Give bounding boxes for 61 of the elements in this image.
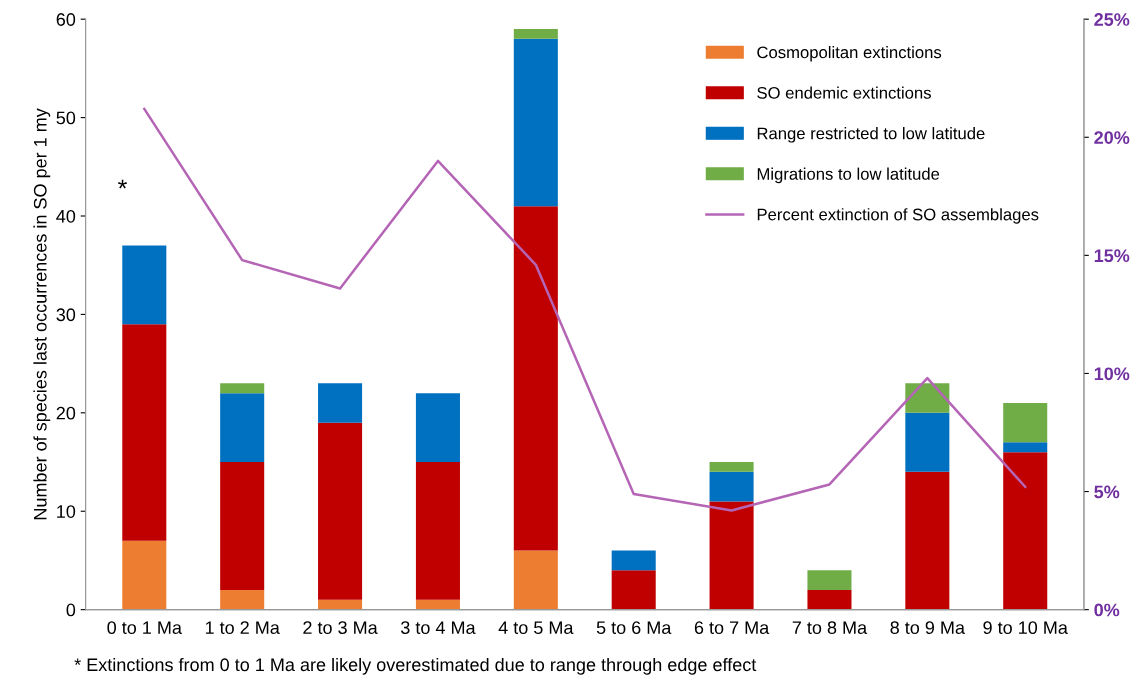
legend-label: Range restricted to low latitude: [757, 127, 985, 143]
bar: [807, 570, 852, 590]
bar: [905, 412, 950, 472]
y2-tick-label: 0%: [1094, 603, 1120, 617]
y-tick-label: 50: [56, 111, 76, 125]
bar: [220, 462, 265, 590]
bar: [1003, 442, 1048, 453]
y2-tick-label: 20%: [1094, 131, 1130, 144]
bar: [513, 206, 558, 551]
legend-label: Percent extinction of SO assemblages: [757, 208, 1039, 224]
bar: [220, 393, 265, 463]
x-tick-label: 4 to 5 Ma: [498, 621, 574, 635]
bar: [905, 471, 950, 610]
x-tick-label: 3 to 4 Ma: [401, 621, 476, 635]
y2-tick-label: 5%: [1094, 485, 1120, 499]
y2-tick-label: 25%: [1094, 13, 1130, 26]
y-tick-label: 0: [66, 603, 76, 617]
bar: [318, 599, 363, 610]
y2-tick-label: 15%: [1094, 249, 1130, 263]
bar: [709, 462, 754, 472]
bar: [513, 29, 558, 39]
bar: [122, 540, 167, 610]
legend-label: Migrations to low latitude: [757, 167, 940, 184]
bar: [1003, 402, 1048, 443]
bar: [318, 383, 363, 423]
bar: [220, 589, 265, 610]
x-tick-label: 5 to 6 Ma: [596, 621, 672, 635]
bar: [611, 570, 656, 610]
x-tick-label: 8 to 9 Ma: [890, 621, 965, 635]
legend-label: Cosmopolitan extinctions: [757, 45, 942, 62]
y-tick-label: 40: [56, 209, 76, 223]
y-tick-label: 20: [56, 406, 76, 420]
bar: [611, 550, 656, 571]
bar: [415, 462, 460, 600]
bar: [318, 422, 363, 600]
bar: [807, 589, 852, 610]
y2-tick-label: 10%: [1094, 367, 1130, 381]
bar: [415, 393, 460, 463]
x-tick-label: 6 to 7 Ma: [694, 621, 770, 635]
bar: [122, 245, 167, 325]
annotation: *: [118, 179, 127, 189]
bar: [220, 383, 265, 394]
x-tick-label: 1 to 2 Ma: [205, 621, 280, 635]
bar: [513, 550, 558, 610]
x-tick-label: 9 to 10 Ma: [983, 621, 1068, 635]
bar: [709, 471, 754, 502]
y-axis-title: Number of species last occurrences in SO per 1 my: [33, 108, 51, 520]
bar: [1003, 452, 1048, 610]
x-tick-label: 0 to 1 Ma: [107, 621, 182, 635]
bar: [122, 324, 167, 541]
legend-label: SO endemic extinctions: [757, 86, 931, 99]
bar: [709, 501, 754, 610]
bar: [513, 38, 558, 207]
bar: [905, 383, 950, 413]
x-tick-label: 2 to 3 Ma: [303, 621, 378, 635]
y-tick-label: 60: [56, 13, 76, 26]
y-tick-label: 30: [56, 308, 76, 322]
x-tick-label: 7 to 8 Ma: [792, 621, 868, 635]
text: * Extinctions from 0 to 1 Ma are likely overestimated due to range through edge effect: [74, 657, 757, 675]
y-tick-label: 10: [57, 505, 76, 518]
bar: [415, 599, 460, 610]
